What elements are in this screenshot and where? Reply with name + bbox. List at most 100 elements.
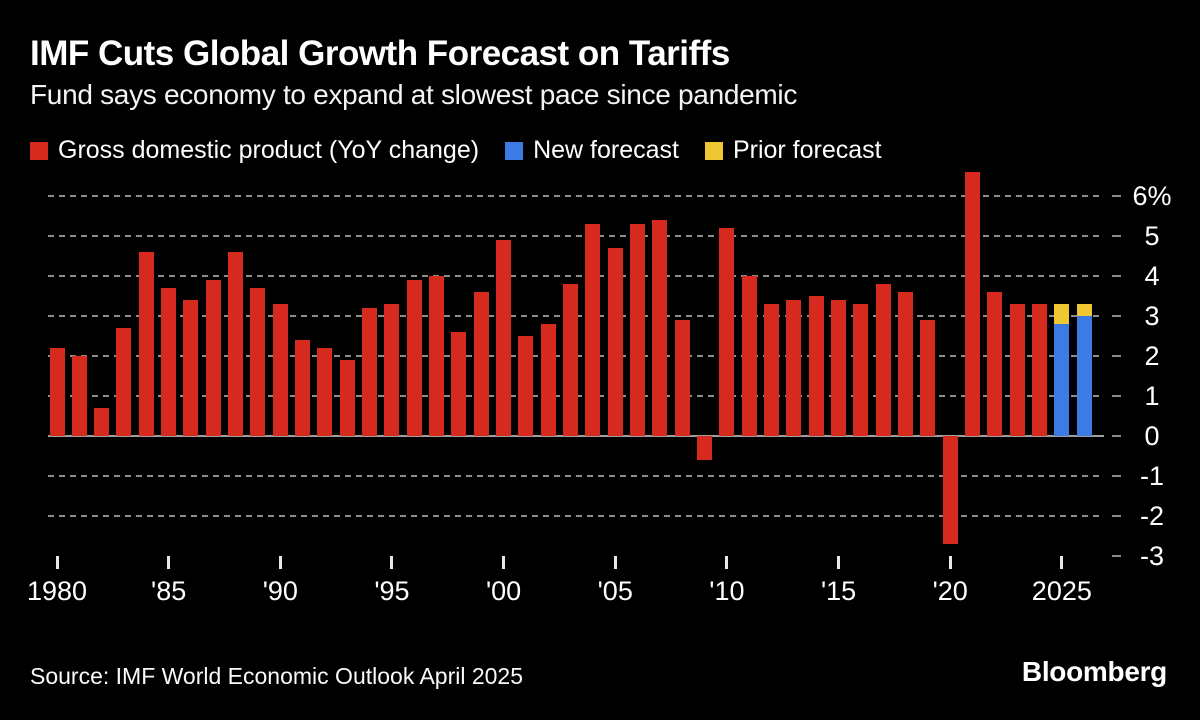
bar-1981: [71, 356, 87, 436]
y-axis-tick-2: [1112, 355, 1121, 357]
bar-1980: [49, 348, 65, 436]
bar-1989: [250, 288, 266, 436]
y-axis-tick-6: [1112, 195, 1121, 197]
legend-label-new-forecast: New forecast: [533, 136, 679, 164]
legend-swatch-blue: [505, 141, 524, 160]
source-note: Source: IMF World Economic Outlook April…: [30, 663, 524, 689]
bar-1990: [272, 304, 288, 436]
bar-2021: [965, 172, 981, 436]
bar-2025-new: [1054, 324, 1070, 436]
bar-1985: [161, 288, 177, 436]
bar-2022: [987, 292, 1003, 436]
x-axis-label-2000: '00: [486, 576, 522, 606]
y-axis-label-1: 1: [1144, 381, 1160, 411]
bloomberg-logo: Bloomberg: [1021, 656, 1167, 687]
chart-title: IMF Cuts Global Growth Forecast on Tarif…: [30, 34, 730, 73]
bar-2009: [697, 436, 713, 460]
gridline--2: [48, 515, 1104, 517]
y-axis-tick--2: [1112, 515, 1121, 517]
bar-2002: [540, 324, 556, 436]
bar-2003: [563, 284, 579, 436]
y-axis-label--1: -1: [1139, 461, 1164, 491]
legend-item-new-forecast: New forecast: [505, 138, 679, 163]
bar-2005: [607, 248, 623, 436]
y-axis-label-5: 5: [1144, 221, 1160, 251]
bar-2007: [652, 220, 668, 436]
bar-2001: [518, 336, 534, 436]
bar-2013: [786, 300, 802, 436]
bar-1982: [94, 408, 110, 436]
zero-axis-line: [48, 435, 1104, 437]
bar-2000: [496, 240, 512, 436]
bar-1995: [384, 304, 400, 436]
y-axis-label-4: 4: [1144, 261, 1160, 291]
bar-2025-prior: [1054, 304, 1070, 324]
gridline--1: [48, 475, 1104, 477]
x-tick-1990: [278, 556, 282, 569]
y-axis-tick-4: [1112, 275, 1121, 277]
x-axis-label-1985: '85: [151, 576, 187, 606]
bar-1999: [473, 292, 489, 436]
bar-1992: [317, 348, 333, 436]
legend-swatch-yellow: [704, 141, 723, 160]
legend-label-prior-forecast: Prior forecast: [732, 136, 882, 164]
chart-subtitle: Fund says economy to expand at slowest p…: [30, 79, 798, 110]
bar-2026-prior: [1076, 304, 1092, 316]
x-tick-2000: [502, 556, 506, 569]
bar-2004: [585, 224, 601, 436]
x-tick-2015: [837, 556, 841, 569]
bar-2015: [831, 300, 847, 436]
x-axis-label-1995: '95: [374, 576, 410, 606]
bar-1997: [429, 276, 445, 436]
bar-2016: [853, 304, 869, 436]
bar-1994: [362, 308, 378, 436]
legend-label-gdp: Gross domestic product (YoY change): [58, 136, 480, 164]
bar-2026-new: [1076, 316, 1092, 436]
y-axis-tick-3: [1112, 315, 1121, 317]
x-axis-label-2005: '05: [597, 576, 633, 606]
x-tick-1980: [55, 556, 59, 569]
bar-2012: [764, 304, 780, 436]
bar-2006: [630, 224, 646, 436]
bar-2011: [741, 276, 757, 436]
bar-2020: [942, 436, 958, 544]
x-tick-2025: [1060, 556, 1064, 569]
bar-2019: [920, 320, 936, 436]
y-axis-label-3: 3: [1144, 301, 1160, 331]
x-tick-2010: [725, 556, 729, 569]
y-axis-tick-1: [1112, 395, 1121, 397]
y-axis-label-2: 2: [1144, 341, 1160, 371]
x-axis-label-2025: 2025: [1031, 576, 1092, 606]
bar-1998: [451, 332, 467, 436]
chart-legend: Gross domestic product (YoY change) New …: [30, 138, 882, 163]
x-tick-2020: [948, 556, 952, 569]
bar-1988: [228, 252, 244, 436]
bar-2023: [1009, 304, 1025, 436]
y-axis-label--3: -3: [1139, 541, 1164, 571]
bar-1993: [339, 360, 355, 436]
x-tick-1985: [167, 556, 171, 569]
y-axis-label--2: -2: [1139, 501, 1164, 531]
y-axis-tick--1: [1112, 475, 1121, 477]
legend-swatch-red: [30, 141, 48, 160]
y-axis-label-6: 6%: [1132, 181, 1172, 211]
bar-1991: [295, 340, 311, 436]
bar-1987: [205, 280, 221, 436]
legend-item-gdp: Gross domestic product (YoY change): [30, 138, 479, 163]
gridline-6: [48, 195, 1104, 197]
bar-2014: [808, 296, 824, 436]
x-tick-1995: [390, 556, 394, 569]
x-axis-label-2015: '15: [820, 576, 857, 606]
bar-1986: [183, 300, 199, 436]
x-axis-label-1990: '90: [262, 576, 298, 606]
gridline-4: [48, 275, 1104, 277]
x-axis-label-1980: 1980: [26, 576, 88, 606]
bar-2024: [1032, 304, 1048, 436]
bar-1996: [406, 280, 422, 436]
x-axis-label-2010: '10: [709, 576, 745, 606]
gridline-5: [48, 235, 1104, 237]
bar-1983: [116, 328, 132, 436]
bar-2017: [875, 284, 891, 436]
